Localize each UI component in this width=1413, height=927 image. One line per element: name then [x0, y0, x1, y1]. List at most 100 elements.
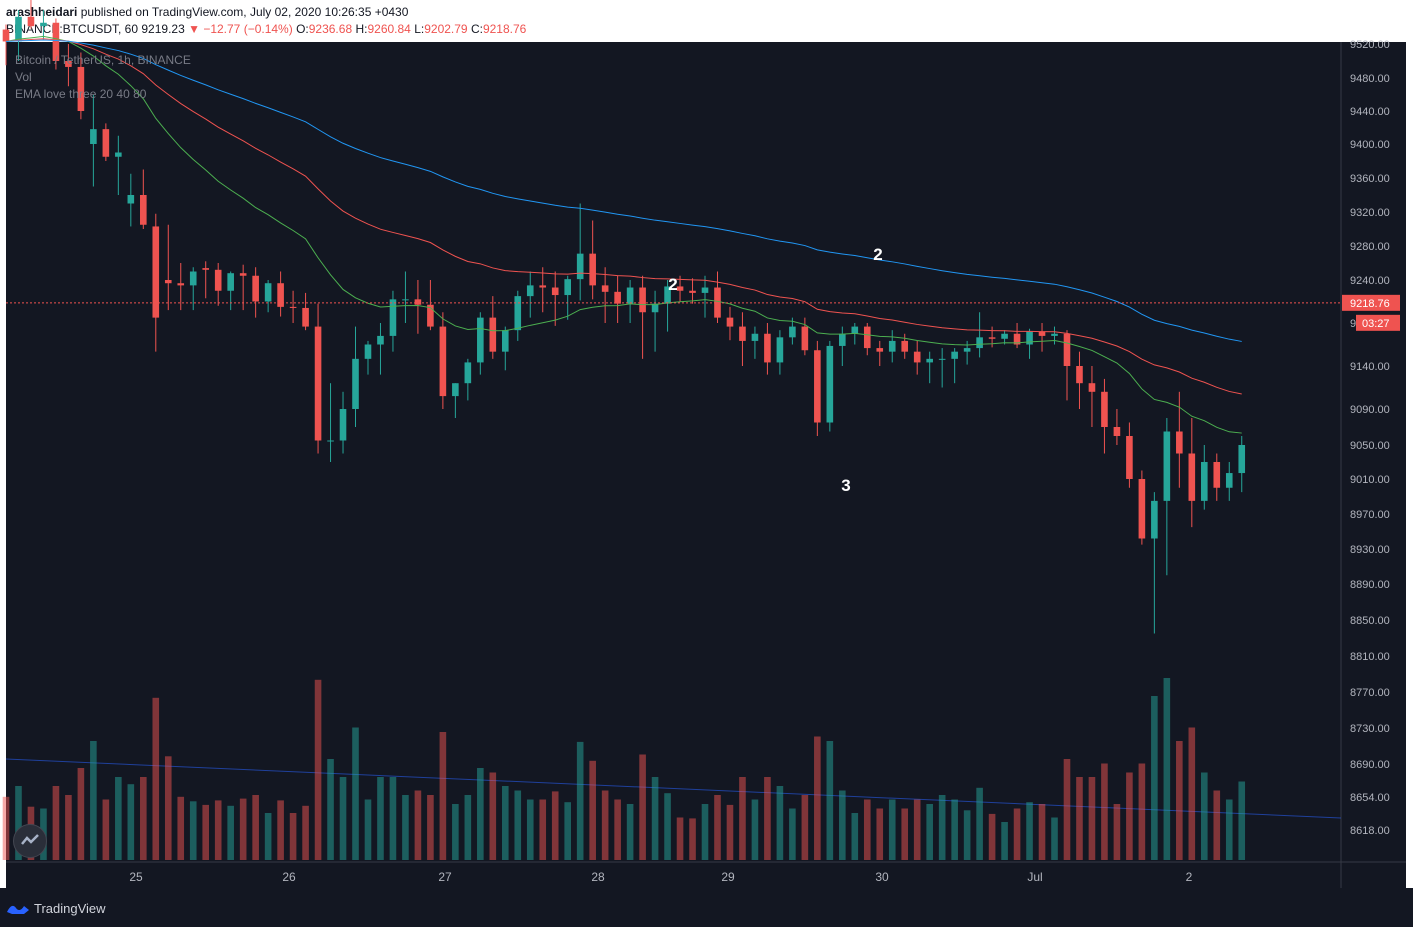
candle-body [1138, 479, 1146, 539]
high-label: H: [355, 22, 368, 36]
volume-bar [601, 790, 609, 860]
author-name[interactable]: arashheidari [6, 5, 78, 19]
candle-body [951, 351, 958, 359]
volume-bar [963, 810, 971, 860]
volume-bar [439, 732, 447, 860]
candle-body [489, 317, 497, 352]
volume-bar [1225, 799, 1233, 860]
candle-body [576, 253, 584, 280]
volume-bar [302, 805, 309, 860]
candle-body [239, 273, 247, 276]
price-axis-label: 9400.00 [1350, 139, 1390, 151]
volume-bar [851, 813, 859, 860]
candle-body [1213, 462, 1221, 488]
candle-body [127, 195, 135, 204]
price-axis-label: 9320.00 [1350, 207, 1390, 219]
price-axis-label: 8618.00 [1350, 825, 1390, 837]
volume-bar [676, 817, 684, 860]
volume-bar [289, 813, 297, 860]
candle-body [202, 268, 210, 270]
candle-body [863, 326, 871, 349]
candle-body [976, 337, 983, 349]
price-axis-label: 8690.00 [1350, 759, 1390, 771]
low-label: L: [414, 22, 425, 36]
publication-header: arashheidari published on TradingView.co… [0, 0, 1413, 42]
candle-body [739, 326, 746, 341]
time-axis-label: 28 [591, 870, 605, 884]
candle-body [27, 16, 35, 27]
low-value: 9202.79 [424, 22, 468, 36]
candle-body [1001, 333, 1008, 339]
volume-bar [389, 777, 397, 860]
volume-bar [1113, 804, 1121, 860]
candle-body [751, 333, 759, 341]
price-axis-label: 9280.00 [1350, 241, 1390, 253]
candle-body [626, 287, 634, 304]
tradingview-badge-icon[interactable] [13, 824, 47, 858]
tradingview-logo-icon[interactable] [6, 900, 30, 916]
volume-bar [1088, 777, 1096, 860]
price-axis-label: 8930.00 [1350, 544, 1390, 556]
volume-bar [1213, 790, 1221, 860]
candle-body [1026, 331, 1033, 345]
volume-bar [514, 790, 522, 860]
close-label: C: [470, 22, 483, 36]
volume-bar [464, 795, 472, 860]
candle-body [52, 22, 60, 61]
candle-body [551, 287, 559, 296]
volume-bar [988, 813, 996, 860]
volume-bar [1126, 772, 1133, 860]
time-axis-label: Jul [1027, 870, 1042, 884]
candle-body [477, 317, 484, 363]
volume-bar [339, 777, 347, 860]
candle-body [77, 66, 85, 111]
volume-bar [1188, 727, 1196, 860]
candle-body [526, 285, 534, 297]
chart-pane[interactable] [6, 42, 1406, 888]
volume-bar [714, 795, 721, 860]
price-axis-label: 8890.00 [1350, 579, 1390, 591]
volume-bar [913, 799, 921, 860]
candle-body [402, 299, 409, 301]
volume-bar [452, 804, 459, 860]
volume-bar [314, 679, 322, 860]
candle-body [377, 335, 384, 345]
ema-40-line [5, 38, 1242, 395]
price-axis-label: 8970.00 [1350, 509, 1390, 521]
time-axis-label: 29 [721, 870, 735, 884]
published-text: published on TradingView.com, July 02, 2… [80, 5, 409, 19]
wave-annotation-label: 2 [668, 275, 677, 294]
volume-bar [701, 804, 709, 860]
countdown-tag-label: 03:27 [1362, 318, 1390, 330]
legend-title: Bitcoin / TetherUS, 1h, BINANCE [15, 53, 191, 67]
price-axis-label: 8850.00 [1350, 615, 1390, 627]
wave-annotation-label: 3 [841, 476, 850, 495]
volume-bar [1051, 817, 1058, 860]
candle-body [214, 269, 222, 291]
price-axis-label: 9090.00 [1350, 404, 1390, 416]
price-axis-label: 8730.00 [1350, 723, 1390, 735]
price-axis-label: 9240.00 [1350, 275, 1390, 287]
volume-bar [614, 799, 621, 860]
candle-body [963, 348, 971, 352]
volume-bar [1026, 802, 1033, 860]
volume-bar [1138, 763, 1146, 860]
candle-body [2, 29, 10, 42]
candle-body [1225, 473, 1233, 488]
candle-body [189, 271, 197, 286]
candle-body [789, 326, 796, 338]
volume-bar [177, 796, 185, 860]
high-value: 9260.84 [367, 22, 411, 36]
candle-body [888, 340, 896, 352]
candle-body [364, 344, 372, 359]
volume-bar [1013, 808, 1021, 860]
candle-body [514, 296, 522, 331]
volume-bar [52, 786, 60, 860]
candle-body [913, 351, 921, 363]
ema-80-line [5, 39, 1242, 342]
footer-brand[interactable]: TradingView [34, 901, 106, 916]
volume-bar [664, 793, 671, 860]
volume-bar [77, 768, 85, 860]
candle-body [501, 330, 509, 352]
